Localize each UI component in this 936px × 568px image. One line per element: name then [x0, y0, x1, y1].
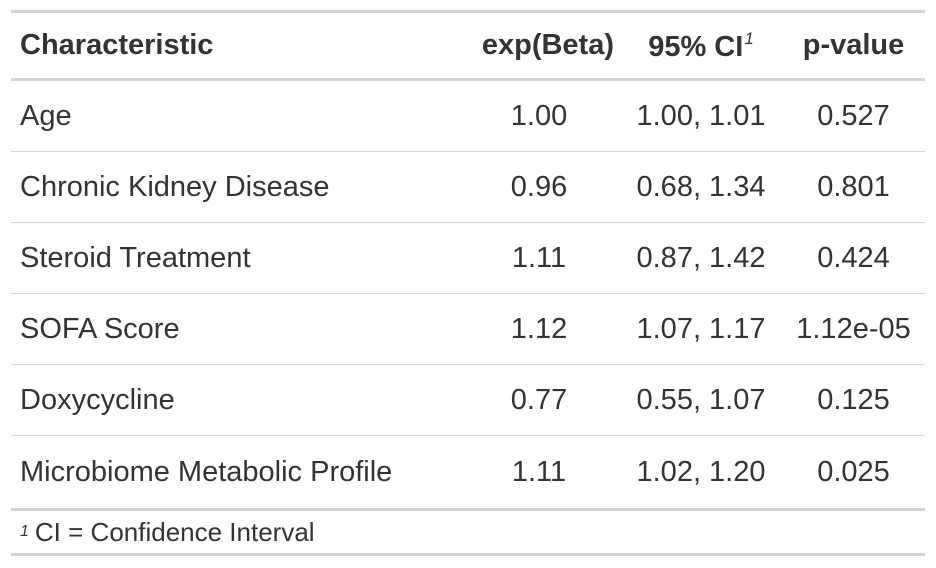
cell-ci: 0.87, 1.42	[636, 241, 766, 274]
header-characteristic: Characteristic	[20, 29, 214, 61]
header-ci-label: 95% CI	[648, 30, 744, 63]
cell-characteristic: Microbiome Metabolic Profile	[20, 455, 393, 488]
header-ci-footnote-marker: 1	[744, 28, 754, 48]
cell-p-value: 0.424	[817, 241, 890, 274]
cell-characteristic: Steroid Treatment	[20, 241, 251, 274]
cell-p-value: 0.527	[817, 99, 890, 132]
table-row: Doxycycline 0.77 0.55, 1.07 0.125	[11, 365, 925, 436]
table-top-rule	[11, 10, 925, 13]
cell-exp-beta: 1.12	[510, 312, 568, 345]
cell-ci: 0.55, 1.07	[636, 383, 766, 416]
cell-ci: 0.68, 1.34	[636, 170, 766, 203]
cell-exp-beta: 1.11	[511, 455, 567, 488]
table-bottom-rule	[11, 553, 925, 556]
cell-ci: 1.07, 1.17	[636, 312, 766, 345]
header-p-value: p-value	[802, 29, 905, 61]
regression-table: Characteristic exp(Beta) 95% CI1 p-value…	[11, 10, 925, 556]
cell-p-value: 1.12e-05	[796, 312, 911, 345]
table-row: SOFA Score 1.12 1.07, 1.17 1.12e-05	[11, 294, 925, 365]
footnote-text: CI = Confidence Interval	[34, 516, 315, 547]
table-row: Steroid Treatment 1.11 0.87, 1.42 0.424	[11, 223, 925, 294]
cell-p-value: 0.025	[817, 455, 890, 488]
table-row: Microbiome Metabolic Profile 1.11 1.02, …	[11, 436, 925, 508]
cell-exp-beta: 0.96	[510, 170, 568, 203]
header-rule	[11, 78, 925, 81]
cell-ci: 1.00, 1.01	[636, 99, 766, 132]
cell-characteristic: SOFA Score	[20, 312, 180, 345]
cell-exp-beta: 1.11	[511, 241, 567, 274]
table-row: Age 1.00 1.00, 1.01 0.527	[11, 81, 925, 152]
header-exp-beta: exp(Beta)	[481, 29, 614, 61]
body-end-rule	[11, 508, 925, 511]
cell-characteristic: Age	[20, 99, 72, 132]
cell-characteristic: Chronic Kidney Disease	[20, 170, 330, 203]
header-ci: 95% CI1	[620, 30, 782, 62]
table-row: Chronic Kidney Disease 0.96 0.68, 1.34 0…	[11, 152, 925, 223]
cell-exp-beta: 0.77	[510, 383, 568, 416]
cell-characteristic: Doxycycline	[20, 383, 175, 416]
cell-p-value: 0.801	[817, 170, 890, 203]
table-footnote: 1 CI = Confidence Interval	[11, 511, 925, 553]
cell-p-value: 0.125	[817, 383, 890, 416]
cell-ci: 1.02, 1.20	[636, 455, 766, 488]
cell-exp-beta: 1.00	[510, 99, 568, 132]
footnote-marker: 1	[20, 523, 29, 540]
table-header-row: Characteristic exp(Beta) 95% CI1 p-value	[11, 13, 925, 78]
